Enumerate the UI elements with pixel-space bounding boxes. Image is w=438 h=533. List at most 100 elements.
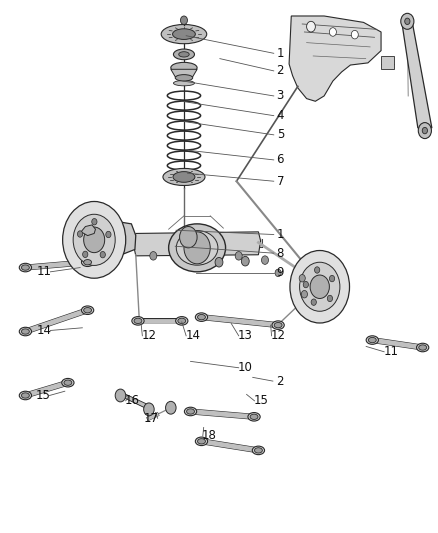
Circle shape	[83, 251, 88, 257]
Text: 4: 4	[276, 109, 284, 122]
Ellipse shape	[81, 306, 94, 314]
Ellipse shape	[84, 260, 92, 265]
Ellipse shape	[176, 317, 188, 325]
Text: 15: 15	[254, 394, 268, 407]
Polygon shape	[70, 220, 136, 261]
Ellipse shape	[81, 258, 94, 266]
Polygon shape	[171, 69, 197, 77]
Text: 7: 7	[276, 175, 284, 188]
Ellipse shape	[173, 80, 194, 86]
Circle shape	[73, 214, 115, 265]
Ellipse shape	[178, 318, 186, 324]
Ellipse shape	[419, 345, 427, 350]
Ellipse shape	[173, 29, 195, 39]
Circle shape	[290, 251, 350, 323]
Ellipse shape	[21, 393, 29, 398]
Ellipse shape	[19, 391, 32, 400]
Circle shape	[100, 252, 106, 258]
Ellipse shape	[64, 380, 72, 385]
Circle shape	[78, 231, 83, 237]
Ellipse shape	[173, 49, 194, 60]
Polygon shape	[381, 56, 394, 69]
Circle shape	[314, 267, 320, 273]
Ellipse shape	[84, 308, 92, 313]
Text: 2: 2	[276, 64, 284, 77]
Circle shape	[144, 403, 154, 416]
Ellipse shape	[132, 317, 144, 325]
Text: 8: 8	[277, 247, 284, 260]
Text: 1: 1	[276, 228, 284, 241]
Text: 16: 16	[125, 394, 140, 407]
Circle shape	[422, 127, 427, 134]
Ellipse shape	[134, 318, 142, 324]
Circle shape	[329, 276, 335, 282]
Circle shape	[311, 299, 316, 305]
Circle shape	[275, 269, 281, 277]
Text: 15: 15	[35, 389, 50, 402]
Ellipse shape	[19, 263, 32, 272]
Ellipse shape	[272, 321, 284, 329]
Text: 6: 6	[276, 154, 284, 166]
Circle shape	[241, 256, 249, 266]
Polygon shape	[123, 393, 148, 409]
Ellipse shape	[184, 407, 197, 416]
Polygon shape	[289, 16, 381, 101]
Circle shape	[84, 227, 105, 253]
Text: 13: 13	[238, 329, 253, 342]
Ellipse shape	[173, 172, 195, 182]
Circle shape	[329, 28, 336, 36]
Text: 2: 2	[276, 375, 283, 387]
Ellipse shape	[195, 313, 208, 321]
Circle shape	[235, 252, 242, 260]
Ellipse shape	[417, 343, 429, 352]
Ellipse shape	[250, 414, 258, 419]
Circle shape	[401, 13, 414, 29]
Ellipse shape	[176, 230, 218, 265]
Circle shape	[184, 232, 210, 264]
Text: 10: 10	[238, 361, 253, 374]
Circle shape	[180, 227, 197, 248]
Polygon shape	[81, 225, 95, 236]
Text: 9: 9	[276, 266, 284, 279]
Ellipse shape	[368, 337, 376, 343]
Circle shape	[180, 16, 187, 25]
Ellipse shape	[274, 322, 282, 328]
Circle shape	[301, 290, 307, 298]
Text: 5: 5	[277, 128, 284, 141]
Ellipse shape	[198, 314, 205, 320]
Ellipse shape	[366, 336, 378, 344]
Circle shape	[303, 281, 308, 288]
Circle shape	[307, 21, 315, 32]
Circle shape	[300, 262, 340, 311]
Ellipse shape	[21, 329, 29, 334]
Ellipse shape	[62, 378, 74, 387]
Polygon shape	[402, 24, 432, 128]
Ellipse shape	[19, 327, 32, 336]
Polygon shape	[300, 266, 342, 309]
Ellipse shape	[198, 439, 205, 444]
Ellipse shape	[169, 224, 226, 272]
Ellipse shape	[171, 62, 197, 73]
Text: 18: 18	[202, 430, 217, 442]
Ellipse shape	[248, 413, 260, 421]
Ellipse shape	[161, 25, 207, 44]
Text: 12: 12	[271, 329, 286, 342]
Ellipse shape	[179, 52, 189, 57]
Text: 11: 11	[36, 265, 51, 278]
Text: 14: 14	[185, 329, 200, 342]
Circle shape	[418, 123, 431, 139]
Circle shape	[92, 219, 97, 225]
Circle shape	[215, 257, 223, 267]
Circle shape	[310, 275, 329, 298]
Ellipse shape	[254, 448, 262, 453]
Ellipse shape	[175, 75, 193, 81]
Circle shape	[106, 231, 111, 238]
Circle shape	[405, 18, 410, 25]
Circle shape	[150, 252, 157, 260]
Polygon shape	[134, 232, 261, 256]
Circle shape	[299, 274, 305, 282]
Circle shape	[327, 295, 332, 302]
Text: 1: 1	[276, 47, 284, 60]
Circle shape	[351, 30, 358, 39]
Ellipse shape	[252, 446, 265, 455]
